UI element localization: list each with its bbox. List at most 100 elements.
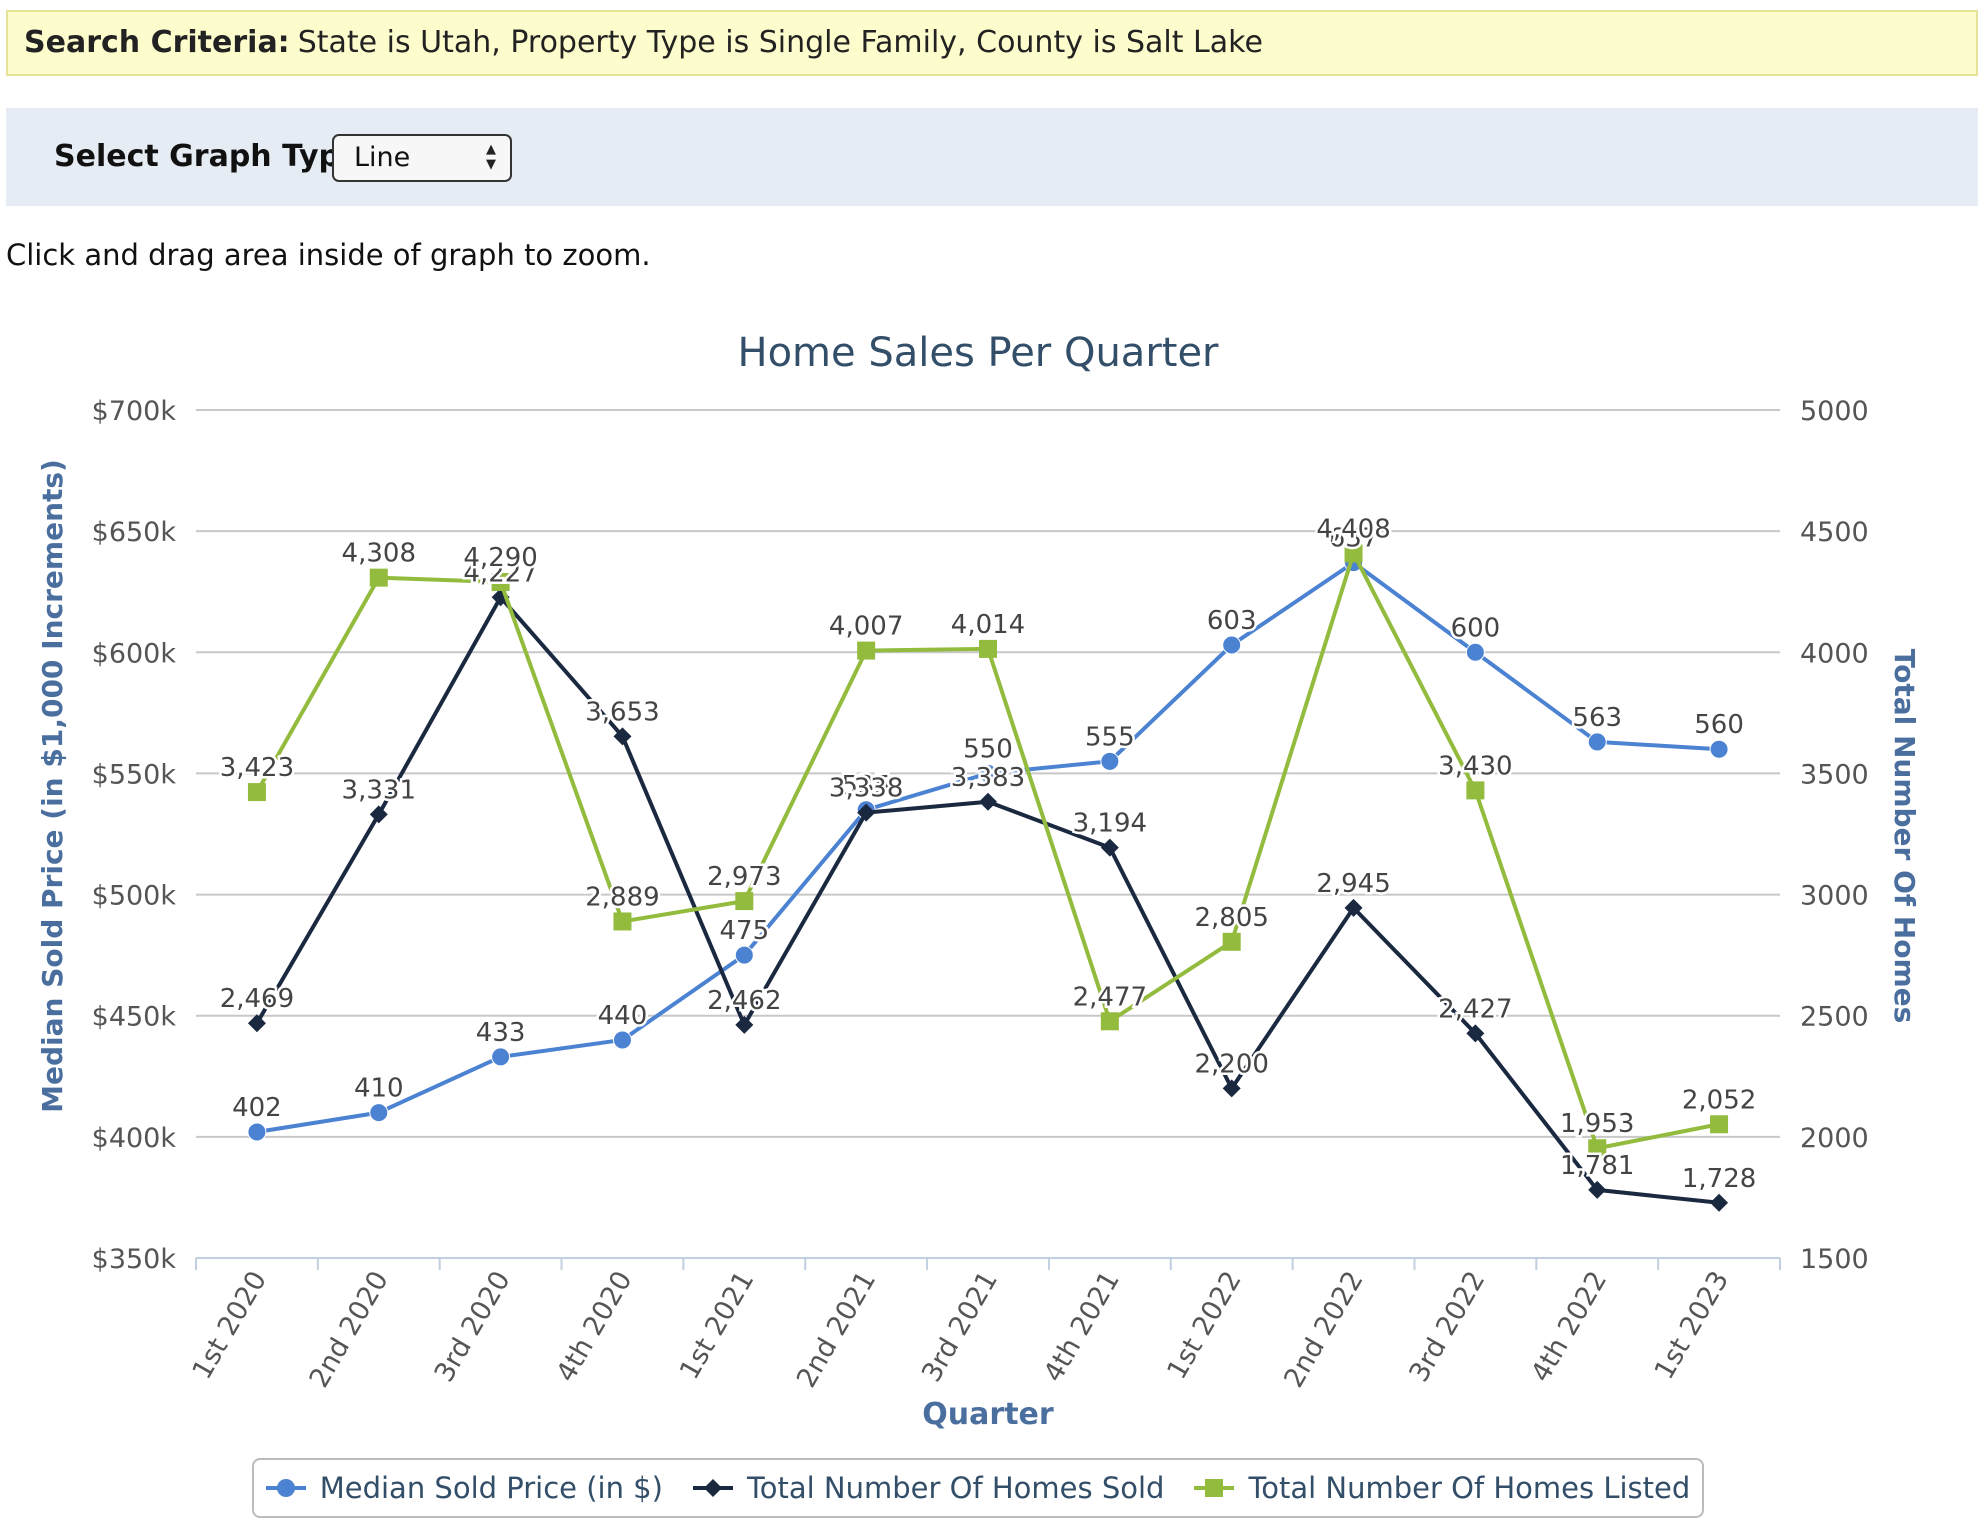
total-number-of-homes-sold-data-label: 1,781 bbox=[1560, 1151, 1634, 1181]
chart[interactable]: $700k 5000 $650k 4500 $600k 4000 $550k 3500 $500… bbox=[0, 0, 1984, 1450]
legend-symbol-square bbox=[1194, 1479, 1235, 1497]
total-number-of-homes-listed-point[interactable] bbox=[1344, 544, 1363, 563]
total-number-of-homes-listed-data-label: 4,290 bbox=[463, 543, 537, 573]
total-number-of-homes-sold-point[interactable] bbox=[857, 803, 876, 822]
total-number-of-homes-listed-data-label: 2,477 bbox=[1073, 982, 1147, 1012]
total-number-of-homes-listed-data-label: 2,889 bbox=[585, 882, 659, 912]
total-number-of-homes-sold-data-label: 2,945 bbox=[1316, 869, 1390, 899]
total-number-of-homes-sold-data-label: 2,469 bbox=[220, 984, 294, 1014]
median-sold-price-in-point[interactable] bbox=[491, 1047, 511, 1067]
y-left-tick-label: $700k bbox=[92, 396, 177, 427]
x-tick-label: 1st 2023 bbox=[1649, 1266, 1735, 1385]
median-sold-price-in-data-label: 535 bbox=[841, 771, 891, 801]
total-number-of-homes-listed-data-label: 4,308 bbox=[342, 539, 416, 569]
total-number-of-homes-sold-point[interactable] bbox=[369, 805, 388, 824]
legend-item-total-number-of-homes-sold[interactable]: Total Number Of Homes Sold bbox=[692, 1471, 1164, 1505]
legend-item-total-number-of-homes-listed[interactable]: Total Number Of Homes Listed bbox=[1194, 1471, 1690, 1505]
y-right-tick-label: 2500 bbox=[1800, 1002, 1869, 1033]
total-number-of-homes-listed-data-label: 3,430 bbox=[1438, 751, 1512, 781]
total-number-of-homes-sold-point[interactable] bbox=[1344, 898, 1363, 917]
graph-type-select[interactable]: Line ▲ ▼ bbox=[332, 134, 512, 182]
total-number-of-homes-sold-line[interactable] bbox=[255, 595, 1720, 1205]
total-number-of-homes-sold-point[interactable] bbox=[1710, 1193, 1729, 1212]
graph-type-selected-value: Line bbox=[354, 142, 411, 173]
graph-type-label: Select Graph Type bbox=[54, 139, 361, 174]
median-sold-price-in-point[interactable] bbox=[247, 1122, 267, 1142]
total-number-of-homes-listed-point[interactable] bbox=[857, 641, 876, 660]
data-label-layer: 402 410 433 440 475 535 550 555 603 637 600 563 560 2… bbox=[217, 512, 1759, 1196]
total-number-of-homes-listed-point[interactable] bbox=[1222, 932, 1241, 951]
median-sold-price-in-data-label: 603 bbox=[1207, 606, 1257, 636]
median-sold-price-in-point[interactable] bbox=[734, 945, 754, 965]
chart-legend: Median Sold Price (in $) Total Number Of … bbox=[252, 1458, 1704, 1518]
x-tick-label: 4th 2020 bbox=[551, 1266, 639, 1387]
median-sold-price-in-point[interactable] bbox=[1100, 751, 1120, 771]
total-number-of-homes-listed-point[interactable] bbox=[369, 568, 388, 587]
median-sold-price-in-data-label: 600 bbox=[1451, 613, 1501, 643]
y-left-tick-label: $350k bbox=[92, 1244, 177, 1275]
total-number-of-homes-sold-data-label: 3,383 bbox=[951, 763, 1025, 793]
y-left-tick-label: $400k bbox=[92, 1123, 177, 1154]
total-number-of-homes-listed-point[interactable] bbox=[1466, 781, 1485, 800]
median-sold-price-in-point[interactable] bbox=[369, 1103, 389, 1123]
total-number-of-homes-sold-point[interactable] bbox=[1222, 1079, 1241, 1098]
total-number-of-homes-sold-point[interactable] bbox=[613, 727, 632, 746]
select-arrows-icon: ▲ ▼ bbox=[486, 142, 496, 172]
total-number-of-homes-listed-point[interactable] bbox=[1588, 1139, 1607, 1158]
x-tick-label: 4th 2022 bbox=[1525, 1266, 1613, 1387]
median-sold-price-in-point[interactable] bbox=[612, 1030, 632, 1050]
median-sold-price-in-data-label: 637 bbox=[1329, 524, 1379, 554]
total-number-of-homes-sold-data-label: 4,227 bbox=[463, 558, 537, 588]
total-number-of-homes-listed-data-label: 1,953 bbox=[1560, 1109, 1634, 1139]
total-number-of-homes-sold-data-label: 3,194 bbox=[1073, 809, 1147, 839]
x-tick-label: 2nd 2022 bbox=[1278, 1266, 1369, 1393]
total-number-of-homes-sold-data-label: 2,427 bbox=[1438, 994, 1512, 1024]
total-number-of-homes-sold-data-label: 1,728 bbox=[1682, 1164, 1756, 1194]
chart-title: Home Sales Per Quarter bbox=[737, 330, 1219, 376]
y-left-tick-label: $600k bbox=[92, 638, 177, 669]
legend-symbol-circle bbox=[265, 1479, 306, 1497]
median-sold-price-in-point[interactable] bbox=[1465, 642, 1485, 662]
total-number-of-homes-listed-data-label: 2,052 bbox=[1682, 1085, 1756, 1115]
total-number-of-homes-listed-data-label: 3,423 bbox=[220, 753, 294, 783]
x-tick-label: 4th 2021 bbox=[1038, 1266, 1126, 1387]
legend-item-median-sold-price-in[interactable]: Median Sold Price (in $) bbox=[265, 1471, 663, 1505]
y-left-tick-label: $550k bbox=[92, 759, 177, 790]
legend-label: Total Number Of Homes Listed bbox=[1248, 1471, 1691, 1505]
series-layer[interactable] bbox=[247, 544, 1729, 1212]
y-right-tick-label: 3000 bbox=[1800, 881, 1869, 912]
total-number-of-homes-listed-point[interactable] bbox=[1100, 1012, 1119, 1031]
y-left-tick-label: $450k bbox=[92, 1002, 177, 1033]
x-tick-label: 1st 2022 bbox=[1161, 1266, 1247, 1385]
y-left-tick-label: $650k bbox=[92, 517, 177, 548]
total-number-of-homes-sold-point[interactable] bbox=[1588, 1180, 1607, 1199]
grid-layer bbox=[196, 409, 1780, 1138]
x-tick-label: 3rd 2022 bbox=[1403, 1266, 1491, 1387]
total-number-of-homes-listed-data-label: 2,805 bbox=[1194, 903, 1268, 933]
total-number-of-homes-listed-point[interactable] bbox=[1710, 1115, 1729, 1134]
total-number-of-homes-sold-point[interactable] bbox=[735, 1015, 754, 1034]
median-sold-price-in-point[interactable] bbox=[978, 763, 998, 783]
median-sold-price-in-point[interactable] bbox=[1709, 739, 1729, 759]
total-number-of-homes-listed-data-label: 4,014 bbox=[951, 610, 1025, 640]
total-number-of-homes-listed-point[interactable] bbox=[491, 573, 510, 592]
search-criteria-label: Search Criteria: bbox=[24, 25, 290, 60]
y-left-tick-label: $500k bbox=[92, 881, 177, 912]
total-number-of-homes-sold-data-label: 3,338 bbox=[829, 774, 903, 804]
total-number-of-homes-listed-data-label: 4,408 bbox=[1316, 514, 1390, 544]
total-number-of-homes-listed-point[interactable] bbox=[979, 639, 997, 658]
total-number-of-homes-sold-point[interactable] bbox=[1100, 838, 1119, 857]
median-sold-price-in-data-label: 550 bbox=[963, 734, 1013, 764]
total-number-of-homes-sold-point[interactable] bbox=[979, 792, 997, 811]
y-axis-right-title: Total Number Of Homes bbox=[1888, 649, 1921, 1024]
total-number-of-homes-sold-point[interactable] bbox=[1466, 1024, 1485, 1043]
total-number-of-homes-sold-point[interactable] bbox=[247, 1014, 266, 1033]
y-right-tick-label: 4500 bbox=[1800, 517, 1869, 548]
total-number-of-homes-listed-point[interactable] bbox=[247, 783, 266, 802]
median-sold-price-in-point[interactable] bbox=[1222, 635, 1242, 655]
y-right-tick-label: 2000 bbox=[1800, 1123, 1869, 1154]
total-number-of-homes-listed-point[interactable] bbox=[613, 912, 632, 931]
y-right-tick-label: 3500 bbox=[1800, 759, 1869, 790]
median-sold-price-in-point[interactable] bbox=[1587, 732, 1607, 752]
total-number-of-homes-listed-point[interactable] bbox=[735, 892, 754, 911]
